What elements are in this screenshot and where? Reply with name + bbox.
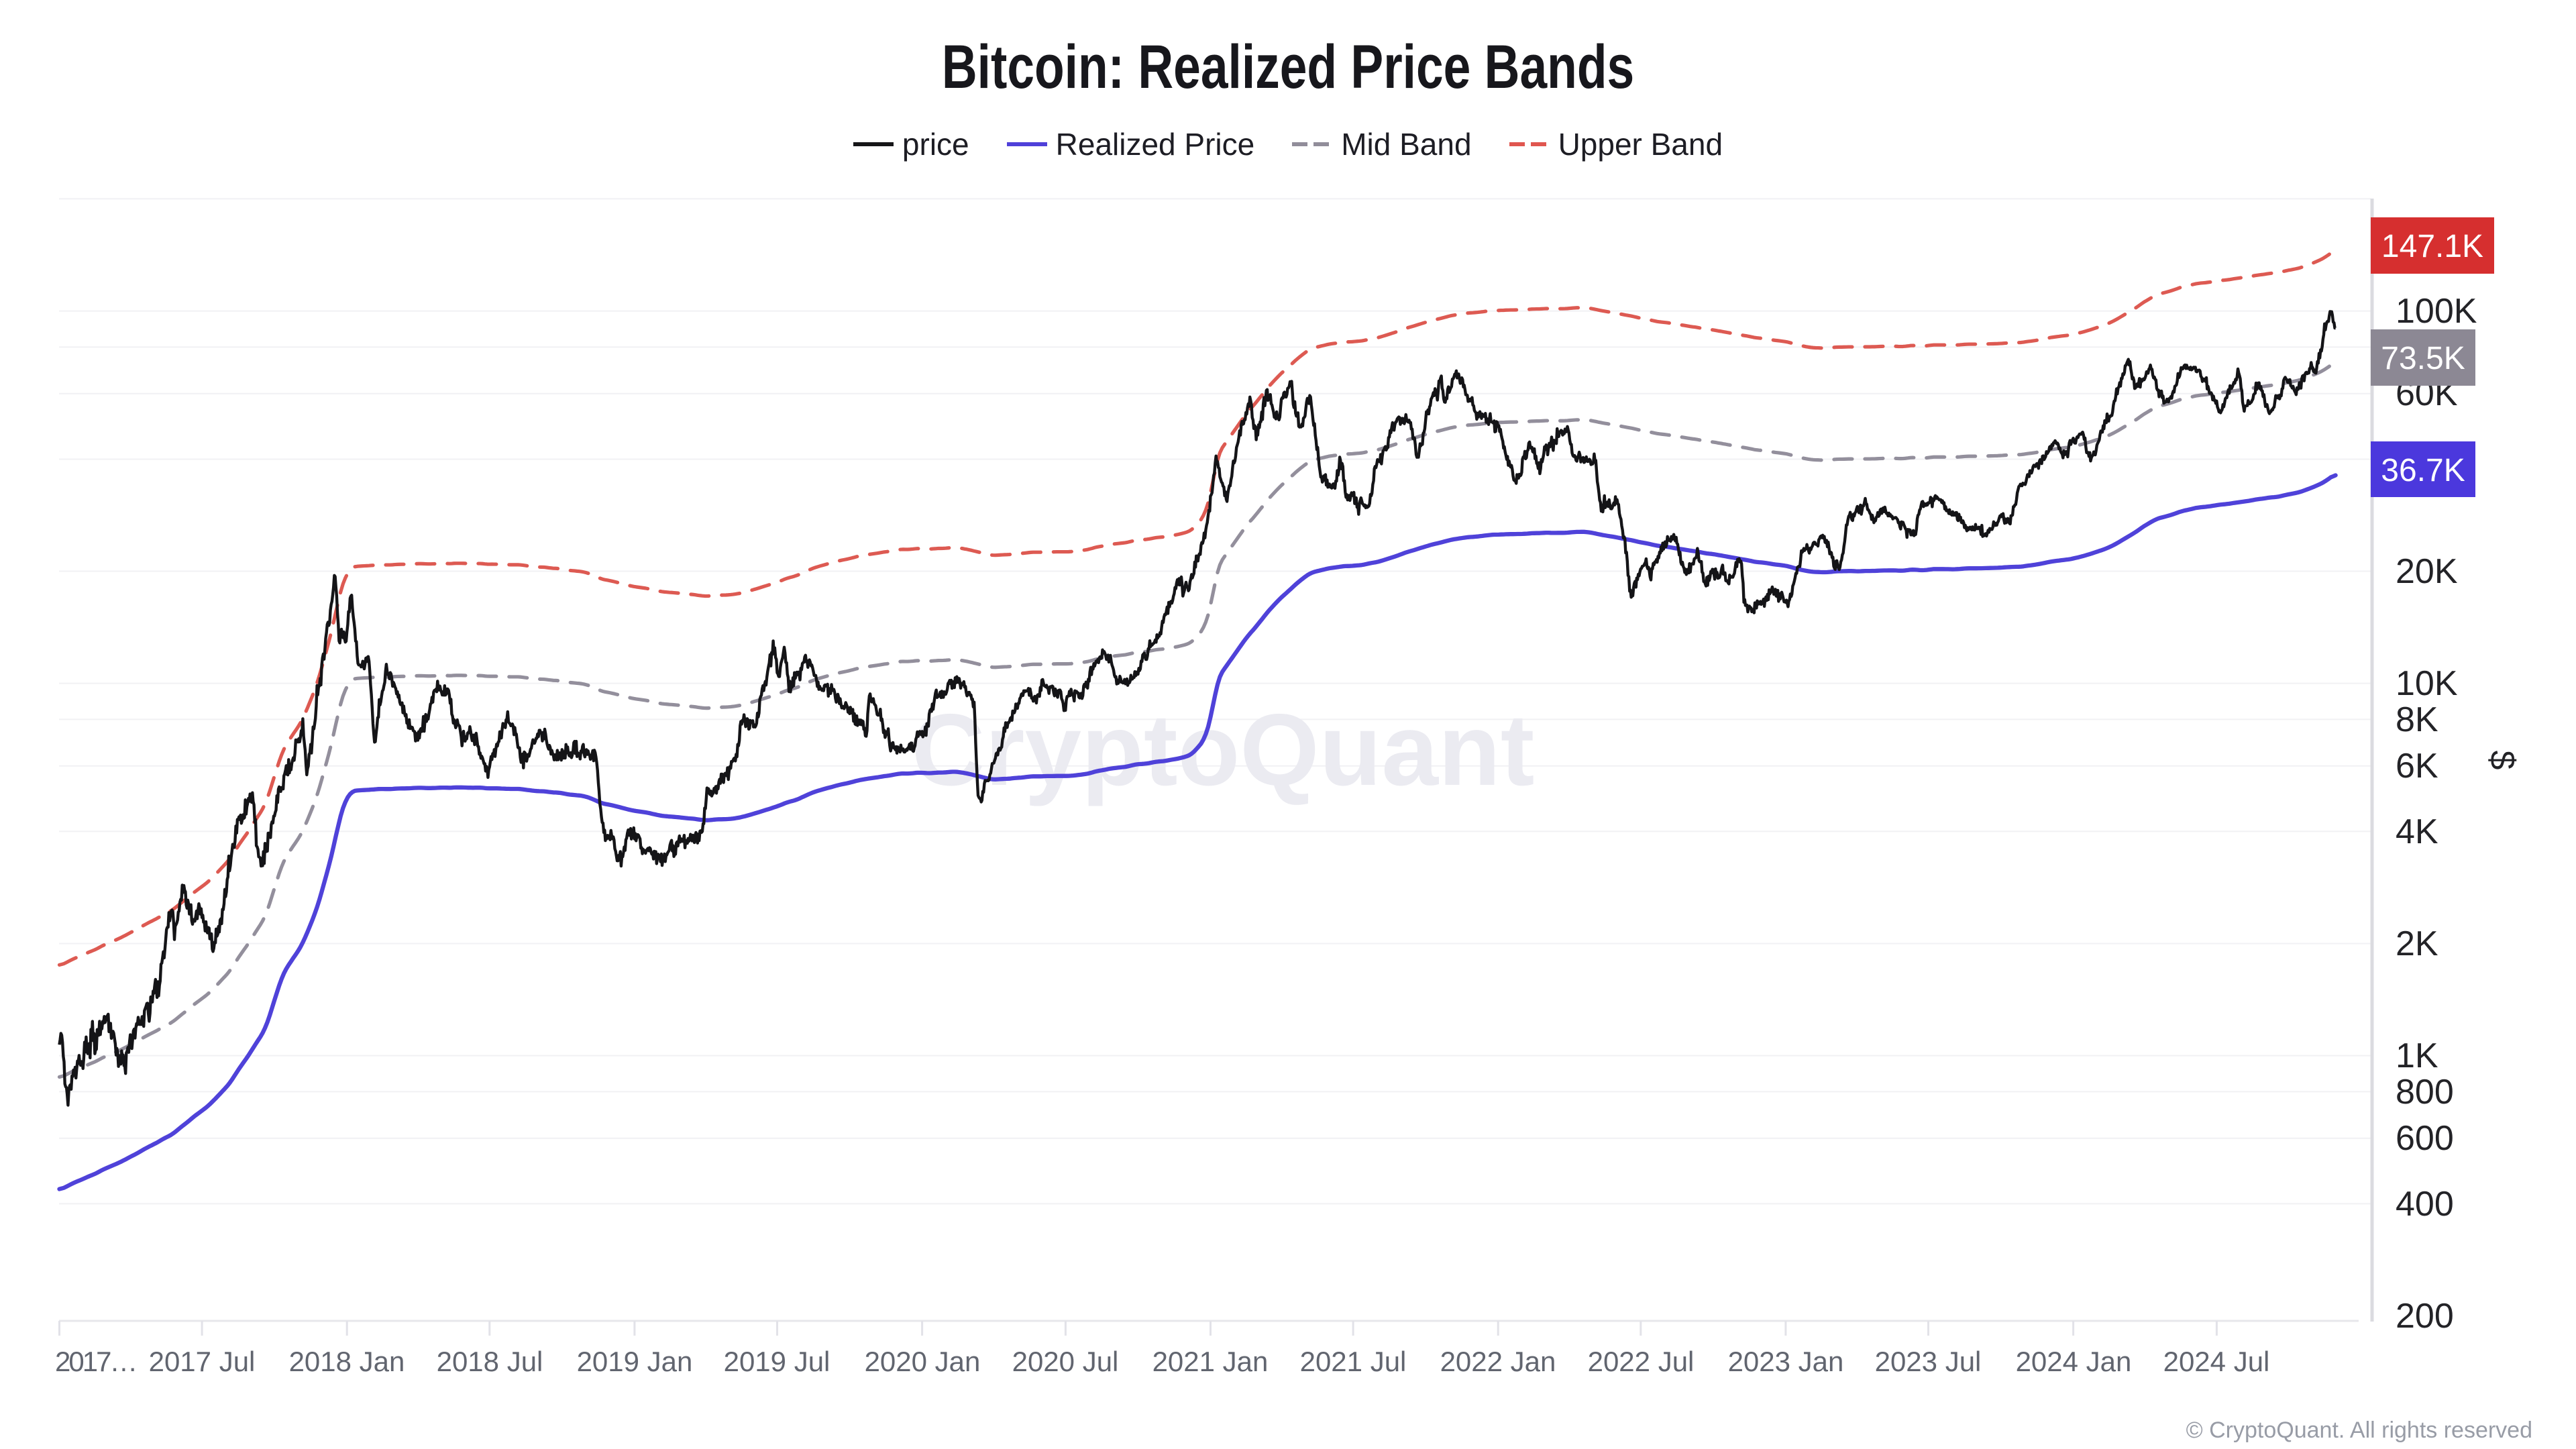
svg-text:2020 Jan: 2020 Jan [865,1346,981,1377]
svg-text:2K: 2K [2396,924,2438,963]
svg-text:2023 Jan: 2023 Jan [1728,1346,1844,1377]
svg-text:2017…: 2017… [55,1346,136,1377]
svg-text:2020 Jul: 2020 Jul [1012,1346,1119,1377]
svg-text:800: 800 [2396,1073,2454,1112]
svg-text:73.5K: 73.5K [2381,341,2465,376]
svg-text:600: 600 [2396,1119,2454,1158]
svg-text:200: 200 [2396,1297,2454,1336]
svg-text:100K: 100K [2396,292,2477,331]
svg-text:6K: 6K [2396,747,2438,786]
svg-text:2021 Jul: 2021 Jul [1300,1346,1407,1377]
svg-text:2022 Jan: 2022 Jan [1440,1346,1556,1377]
svg-text:2024 Jul: 2024 Jul [2163,1346,2270,1377]
svg-text:10K: 10K [2396,664,2458,703]
svg-text:1K: 1K [2396,1036,2438,1075]
svg-text:36.7K: 36.7K [2381,453,2465,488]
svg-text:$: $ [2483,751,2522,770]
svg-text:8K: 8K [2396,700,2438,739]
svg-text:20K: 20K [2396,552,2458,591]
svg-text:4K: 4K [2396,812,2438,851]
svg-text:2023 Jul: 2023 Jul [1875,1346,1982,1377]
svg-text:2018 Jul: 2018 Jul [437,1346,543,1377]
svg-text:2017 Jul: 2017 Jul [149,1346,256,1377]
svg-text:2024 Jan: 2024 Jan [2016,1346,2132,1377]
svg-text:147.1K: 147.1K [2381,229,2483,264]
svg-text:2019 Jan: 2019 Jan [577,1346,693,1377]
svg-text:2018 Jan: 2018 Jan [289,1346,405,1377]
svg-text:2021 Jan: 2021 Jan [1152,1346,1269,1377]
svg-text:2022 Jul: 2022 Jul [1588,1346,1695,1377]
svg-text:400: 400 [2396,1185,2454,1224]
svg-text:CryptoQuant: CryptoQuant [912,693,1535,807]
svg-text:2019 Jul: 2019 Jul [724,1346,830,1377]
